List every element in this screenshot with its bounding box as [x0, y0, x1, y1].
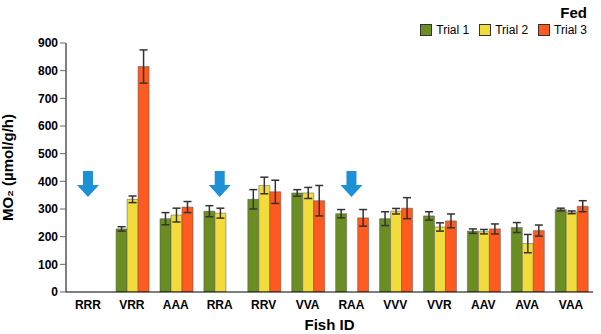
- svg-text:RRV: RRV: [251, 298, 276, 312]
- svg-text:VRR: VRR: [119, 298, 145, 312]
- svg-text:RRR: RRR: [75, 298, 101, 312]
- svg-text:700: 700: [38, 92, 58, 106]
- svg-text:400: 400: [38, 175, 58, 189]
- svg-text:Fish ID: Fish ID: [304, 316, 354, 333]
- svg-text:VVV: VVV: [383, 298, 407, 312]
- html-text:Trial 2: Trial 2: [495, 23, 529, 37]
- svg-text:RRA: RRA: [207, 298, 233, 312]
- html-text:Trial 1: Trial 1: [436, 23, 470, 37]
- html-text:Trial 3: Trial 3: [554, 23, 587, 37]
- svg-text:800: 800: [38, 64, 58, 78]
- svg-text:AVA: AVA: [515, 298, 539, 312]
- svg-text:AAA: AAA: [163, 298, 189, 312]
- svg-text:900: 900: [38, 36, 58, 50]
- svg-text:VAA: VAA: [559, 298, 584, 312]
- svg-text:AAV: AAV: [471, 298, 495, 312]
- svg-text:200: 200: [38, 230, 58, 244]
- svg-text:600: 600: [38, 119, 58, 133]
- svg-text:VVA: VVA: [296, 298, 320, 312]
- html-text:Fed: Fed: [560, 4, 587, 21]
- svg-text:300: 300: [38, 202, 58, 216]
- svg-text:MO₂ (µmol/g/h): MO₂ (µmol/g/h): [8, 114, 16, 221]
- svg-text:RAA: RAA: [338, 298, 364, 312]
- svg-text:VVR: VVR: [427, 298, 452, 312]
- svg-text:500: 500: [38, 147, 58, 161]
- svg-text:100: 100: [38, 258, 58, 272]
- svg-text:0: 0: [51, 285, 58, 299]
